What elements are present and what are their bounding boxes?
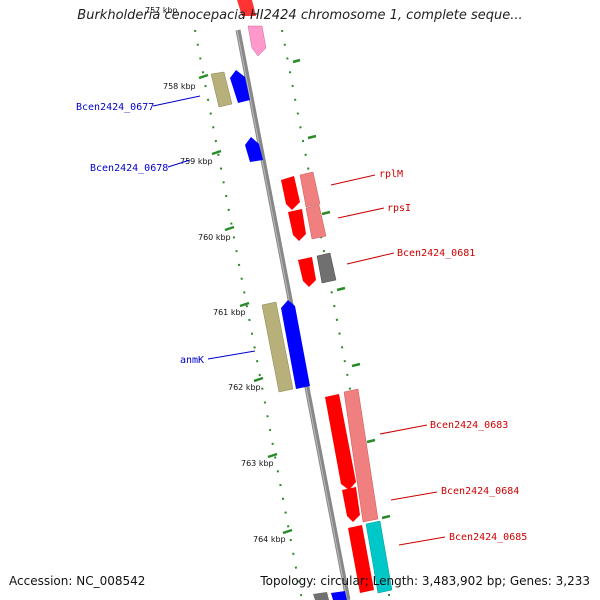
scale-label-763: 763 kbp xyxy=(241,459,274,468)
gene-label-bcen2424-0685[interactable]: Bcen2424_0685 xyxy=(449,532,527,543)
scale-label-757: 757 kbp xyxy=(145,6,178,15)
gene-feature-gray-bottom[interactable] xyxy=(313,592,329,600)
cog-feature-0681[interactable] xyxy=(316,252,337,284)
gene-feature-blue-bottom[interactable] xyxy=(331,591,347,600)
ruler-major-ticks xyxy=(198,58,391,535)
gene-label-bcen2424-0681[interactable]: Bcen2424_0681 xyxy=(397,248,475,259)
cog-feature-0677[interactable] xyxy=(210,71,233,108)
gene-bcen2424-0677[interactable] xyxy=(230,70,250,103)
left-leader-lines xyxy=(152,95,256,360)
accession-text: Accession: NC_008542 xyxy=(9,574,146,588)
scale-label-758: 758 kbp xyxy=(163,82,196,91)
gene-feature-red-top[interactable] xyxy=(237,0,256,16)
gene-bcen2424-0681[interactable] xyxy=(298,257,316,287)
gene-bcen2424-0683[interactable] xyxy=(325,394,356,490)
right-leader-lines xyxy=(330,174,446,546)
gene-label-bcen2424-0677[interactable]: Bcen2424_0677 xyxy=(76,102,154,113)
cog-feature-anmk[interactable] xyxy=(261,301,294,393)
gene-rplm[interactable] xyxy=(281,176,300,210)
gene-label-rpsi[interactable]: rpsI xyxy=(387,203,411,214)
gene-label-rplm[interactable]: rplM xyxy=(379,169,403,180)
gene-rpsi[interactable] xyxy=(288,209,306,241)
gene-label-anmk[interactable]: anmK xyxy=(180,355,204,366)
scale-label-759: 759 kbp xyxy=(180,157,213,166)
cog-feature-rplm[interactable] xyxy=(299,171,321,208)
scale-label-764: 764 kbp xyxy=(253,535,286,544)
gene-bcen2424-0685[interactable] xyxy=(348,525,374,593)
gene-label-bcen2424-0683[interactable]: Bcen2424_0683 xyxy=(430,420,508,431)
gene-bcen2424-0684[interactable] xyxy=(342,487,360,522)
scale-label-760: 760 kbp xyxy=(198,233,231,242)
gene-label-bcen2424-0678[interactable]: Bcen2424_0678 xyxy=(90,163,168,174)
cog-feature-0683[interactable] xyxy=(343,388,379,523)
cog-feature-rpsi[interactable] xyxy=(305,204,327,240)
scale-label-762: 762 kbp xyxy=(228,383,261,392)
scale-label-761: 761 kbp xyxy=(213,308,246,317)
gene-anmk[interactable] xyxy=(281,300,310,389)
map-title: Burkholderia cenocepacia HI2424 chromoso… xyxy=(77,8,523,23)
genome-summary-text: Topology: circular; Length: 3,483,902 bp… xyxy=(260,574,590,588)
gene-feature-pink[interactable] xyxy=(247,25,267,57)
gene-bcen2424-0678[interactable] xyxy=(245,137,263,162)
cog-feature-0685[interactable] xyxy=(365,520,393,594)
gene-label-bcen2424-0684[interactable]: Bcen2424_0684 xyxy=(441,486,519,497)
